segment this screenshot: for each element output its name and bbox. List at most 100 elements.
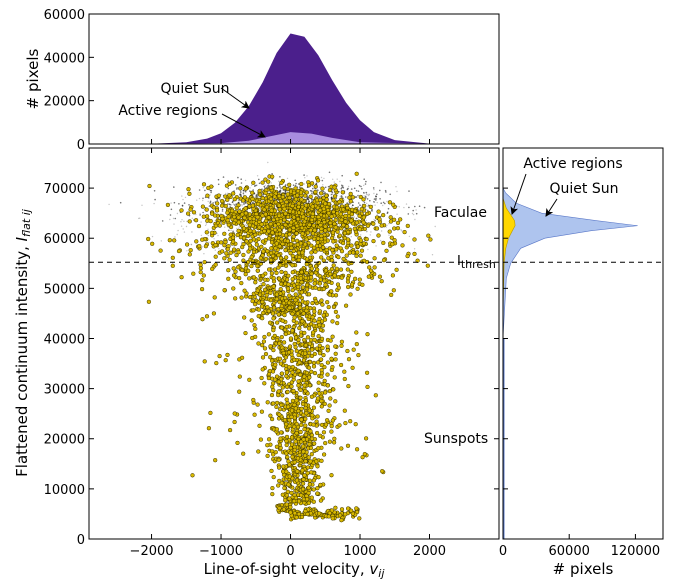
active-region-point (284, 373, 289, 379)
active-region-point (213, 458, 218, 463)
active-region-point (314, 346, 320, 351)
active-region-point (333, 505, 338, 510)
side-xtick-label: 0 (499, 544, 507, 559)
quiet-sun-point (387, 207, 390, 210)
quiet-sun-point (173, 223, 175, 225)
active-region-point (311, 364, 317, 369)
active-region-point (250, 196, 255, 202)
main-ytick-label: 0 (77, 533, 85, 548)
active-region-point (365, 384, 370, 390)
active-region-point (250, 298, 255, 304)
active-region-point (346, 357, 352, 362)
active-region-point (303, 300, 308, 305)
active-region-point (259, 222, 264, 227)
active-region-point (290, 270, 295, 275)
active-region-point (343, 213, 348, 219)
active-region-point (170, 255, 175, 260)
active-region-point (292, 315, 297, 320)
active-region-point (307, 341, 312, 346)
quiet-sun-point (182, 228, 184, 230)
quiet-sun-point (225, 192, 227, 195)
active-region-point (339, 339, 345, 344)
active-region-point (227, 427, 233, 433)
active-region-point (291, 225, 296, 231)
quiet-sun-point (138, 217, 140, 220)
active-region-point (341, 207, 346, 212)
active-region-point (362, 451, 367, 457)
active-region-point (352, 208, 358, 214)
active-region-point (293, 292, 298, 297)
quiet-sun-point (333, 181, 335, 183)
quiet-sun-point (311, 193, 314, 196)
active-region-point (357, 227, 363, 232)
quiet-sun-point (258, 251, 260, 254)
active-region-point (236, 250, 241, 255)
active-region-point (284, 438, 289, 444)
quiet-sun-point (259, 282, 262, 285)
active-region-point (279, 281, 284, 287)
active-region-point (158, 248, 163, 253)
active-region-point (281, 507, 287, 512)
active-region-point (269, 468, 274, 474)
active-region-point (270, 485, 275, 491)
active-region-point (329, 254, 334, 259)
active-region-point (242, 315, 247, 320)
active-region-point (289, 220, 294, 225)
active-region-point (321, 352, 326, 358)
active-region-point (191, 210, 197, 215)
active-region-point (279, 371, 285, 376)
main-ytick-label: 30000 (44, 383, 85, 398)
active-region-point (293, 197, 299, 202)
active-region-point (274, 400, 280, 406)
active-region-point (339, 507, 345, 512)
active-region-point (284, 370, 289, 375)
active-region-point (324, 197, 329, 202)
active-region-point (334, 266, 340, 271)
quiet-sun-point (376, 193, 378, 196)
quiet-sun-point (279, 189, 282, 192)
active-region-point (222, 256, 227, 261)
active-region-point (256, 341, 261, 346)
active-region-point (307, 350, 312, 356)
active-region-point (266, 229, 271, 234)
active-region-point (342, 408, 347, 413)
quiet-sun-point (153, 202, 155, 205)
active-region-point (274, 444, 280, 449)
quiet-sun-point (242, 192, 245, 194)
quiet-sun-point (380, 239, 382, 242)
quiet-sun-point (323, 192, 326, 195)
active-region-point (351, 250, 356, 255)
active-region-point (333, 293, 339, 298)
active-region-point (273, 246, 278, 251)
active-region-point (251, 216, 256, 222)
quiet-sun-point (232, 203, 235, 205)
active-region-point (232, 197, 237, 202)
active-region-point (285, 238, 290, 244)
active-region-point (211, 311, 217, 316)
active-region-point (256, 300, 261, 305)
active-region-point (260, 195, 265, 201)
active-region-point (299, 181, 304, 187)
active-region-point (323, 224, 328, 229)
active-region-point (344, 224, 350, 229)
quiet-sun-point (232, 230, 234, 233)
active-region-point (354, 220, 360, 225)
active-region-point (319, 336, 325, 341)
active-region-point (277, 213, 282, 218)
quiet-sun-point (408, 206, 410, 209)
active-region-point (312, 370, 318, 376)
quiet-sun-point (180, 225, 183, 227)
active-region-point (227, 193, 232, 198)
active-region-point (301, 444, 306, 449)
active-region-point (318, 482, 323, 488)
quiet-sun-point (217, 178, 220, 181)
active-region-point (247, 294, 253, 300)
active-region-point (288, 445, 293, 451)
quiet-sun-point (360, 234, 362, 236)
active-region-point (327, 510, 332, 516)
active-region-point (323, 228, 328, 233)
active-region-point (247, 222, 252, 228)
quiet-sun-point (184, 196, 187, 199)
quiet-sun-point (366, 198, 369, 200)
active-region-point (390, 273, 396, 278)
